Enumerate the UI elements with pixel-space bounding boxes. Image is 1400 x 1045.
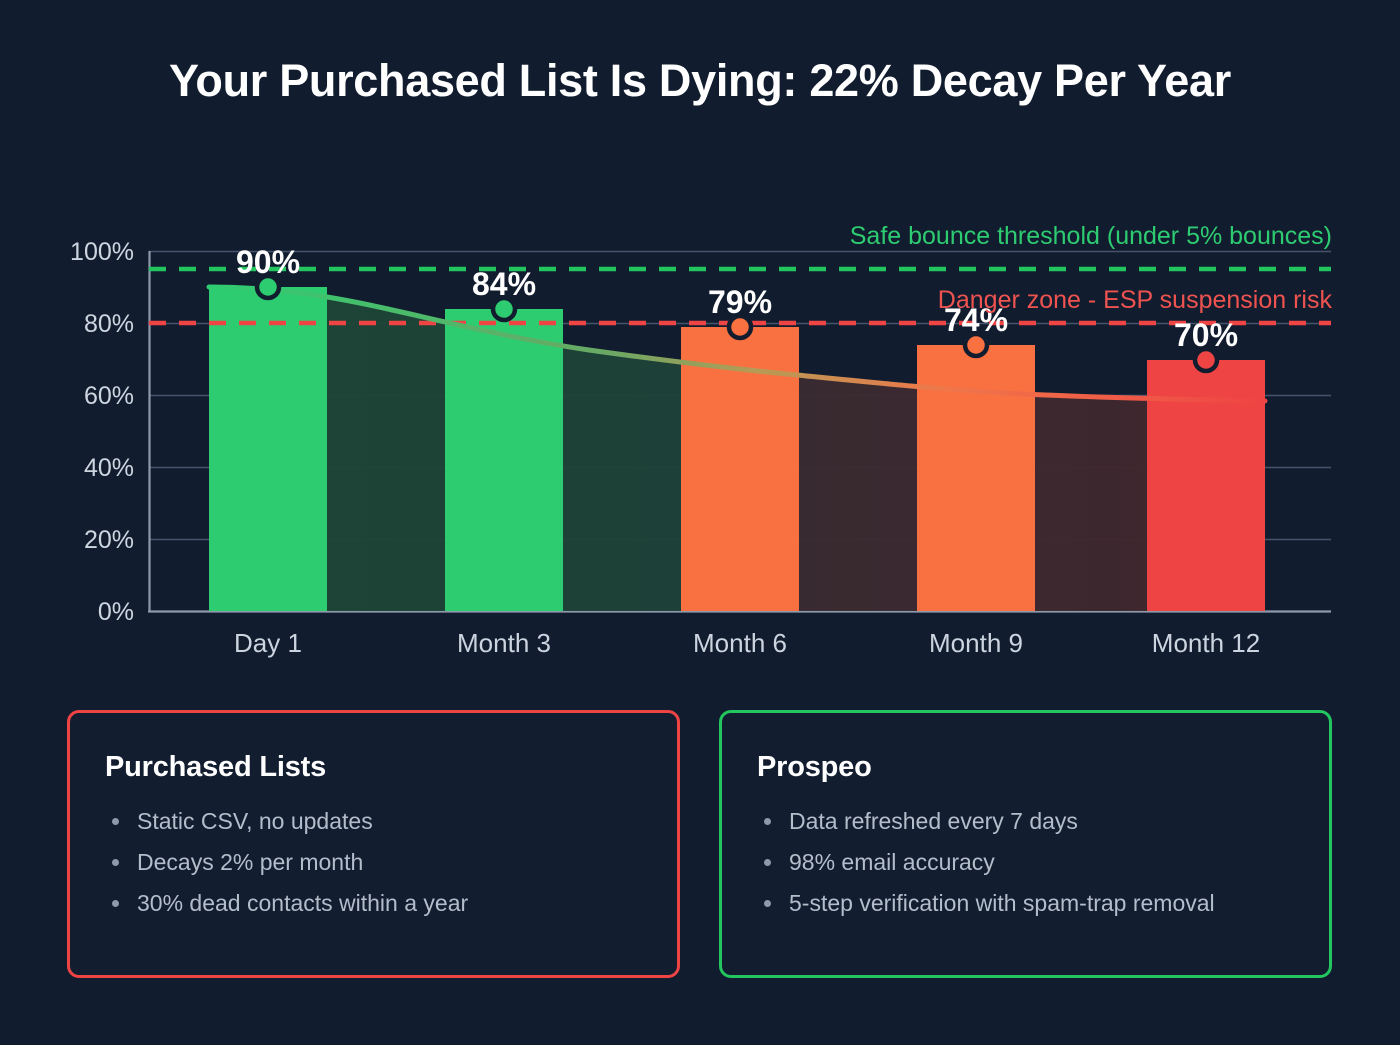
value-label-month-3: 84% — [472, 266, 536, 302]
list-item: 30% dead contacts within a year — [103, 887, 653, 919]
x-tick-label-month-9: Month 9 — [929, 628, 1023, 658]
y-axis-labels: 0% 20% 40% 60% 80% 100% — [70, 238, 134, 626]
x-tick-label-month-12: Month 12 — [1152, 628, 1260, 658]
y-tick-label: 40% — [84, 454, 134, 482]
x-tick-label-day-1: Day 1 — [234, 628, 302, 658]
y-tick-label: 0% — [98, 598, 134, 626]
list-item: 98% email accuracy — [755, 846, 1305, 878]
data-point-month-3 — [490, 295, 518, 323]
x-tick-label-month-6: Month 6 — [693, 628, 787, 658]
y-tick-label: 60% — [84, 382, 134, 410]
prospeo-card-title: Prospeo — [757, 751, 872, 783]
data-point-markers — [254, 273, 1220, 374]
y-tick-label: 100% — [70, 238, 134, 266]
value-label-month-9: 74% — [944, 302, 1008, 338]
bar-month-9 — [917, 345, 1035, 611]
prospeo-bullet-list: Data refreshed every 7 days 98% email ac… — [755, 805, 1305, 928]
list-item: Static CSV, no updates — [103, 805, 653, 837]
chart-axes — [148, 251, 1331, 613]
x-axis-labels: Day 1 Month 3 Month 6 Month 9 Month 12 — [234, 628, 1260, 658]
list-item: Decays 2% per month — [103, 846, 653, 878]
list-item: Data refreshed every 7 days — [755, 805, 1305, 837]
page-title: Your Purchased List Is Dying: 22% Decay … — [169, 55, 1231, 106]
data-point-month-6 — [726, 313, 754, 341]
danger-threshold-label: Danger zone - ESP suspension risk — [938, 286, 1333, 314]
purchased-lists-bullet-list: Static CSV, no updates Decays 2% per mon… — [103, 805, 653, 928]
chart-svg: 0% 20% 40% 60% 80% 100% — [70, 222, 1333, 658]
x-tick-label-month-3: Month 3 — [457, 628, 551, 658]
purchased-lists-card: Purchased Lists Static CSV, no updates D… — [67, 710, 680, 978]
value-label-month-6: 79% — [708, 284, 772, 320]
bar-day-1 — [209, 287, 327, 611]
y-tick-label: 80% — [84, 310, 134, 338]
value-label-month-12: 70% — [1174, 317, 1238, 353]
bar-month-3 — [445, 309, 563, 611]
list-item: 5-step verification with spam-trap remov… — [755, 887, 1305, 919]
safe-threshold-label: Safe bounce threshold (under 5% bounces) — [850, 222, 1332, 250]
purchased-lists-card-title: Purchased Lists — [105, 751, 327, 783]
value-label-day-1: 90% — [236, 244, 300, 280]
decay-chart: 0% 20% 40% 60% 80% 100% — [0, 200, 1400, 670]
chart-value-labels: 90% 84% 79% 74% 70% — [236, 244, 1238, 353]
data-point-month-12 — [1192, 346, 1220, 374]
y-tick-label: 20% — [84, 526, 134, 554]
data-point-day-1 — [254, 273, 282, 301]
prospeo-card: Prospeo Data refreshed every 7 days 98% … — [719, 710, 1332, 978]
data-point-month-9 — [962, 331, 990, 359]
trend-line — [206, 284, 1268, 404]
